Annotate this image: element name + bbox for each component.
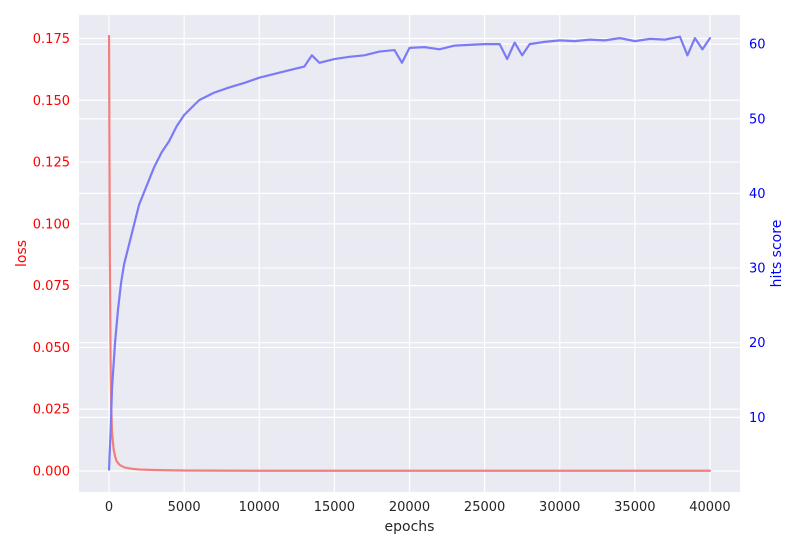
left-y-tick-label: 0.025 xyxy=(33,403,70,418)
left-y-tick-label: 0.125 xyxy=(33,156,70,171)
x-axis-ticks: 0 5000 10000 15000 20000 25000 30000 35000 40000 xyxy=(105,500,731,515)
hits-score-series-line xyxy=(107,35,712,471)
right-y-tick-label: 10 xyxy=(749,411,766,426)
right-y-tick-label: 20 xyxy=(749,336,766,351)
x-tick-label: 35000 xyxy=(614,500,655,515)
x-tick-label: 30000 xyxy=(539,500,580,515)
right-y-axis-label: hits score xyxy=(769,220,785,288)
left-y-tick-label: 0.050 xyxy=(33,341,70,356)
left-y-tick-label: 0.175 xyxy=(33,32,70,47)
right-y-tick-label: 30 xyxy=(749,262,766,277)
right-y-tick-label: 60 xyxy=(749,38,766,53)
x-tick-label: 25000 xyxy=(464,500,505,515)
x-tick-label: 5000 xyxy=(168,500,201,515)
left-y-tick-label: 0.000 xyxy=(33,464,70,479)
left-y-tick-label: 0.150 xyxy=(33,94,70,109)
x-tick-label: 10000 xyxy=(239,500,280,515)
left-y-axis-ticks: 0.000 0.025 0.050 0.075 0.100 0.125 0.150 0.175 xyxy=(33,32,70,480)
right-y-axis-ticks: 10 20 30 40 50 60 xyxy=(749,38,766,426)
x-tick-label: 15000 xyxy=(314,500,355,515)
right-y-tick-label: 50 xyxy=(749,112,766,127)
left-y-tick-label: 0.075 xyxy=(33,279,70,294)
left-y-axis-label: loss xyxy=(14,240,30,267)
x-tick-label: 20000 xyxy=(389,500,430,515)
x-axis-label: epochs xyxy=(385,519,435,535)
x-tick-label: 40000 xyxy=(689,500,730,515)
left-y-tick-label: 0.100 xyxy=(33,217,70,232)
series-layer xyxy=(107,34,712,472)
right-y-tick-label: 40 xyxy=(749,187,766,202)
x-tick-label: 0 xyxy=(105,500,113,515)
